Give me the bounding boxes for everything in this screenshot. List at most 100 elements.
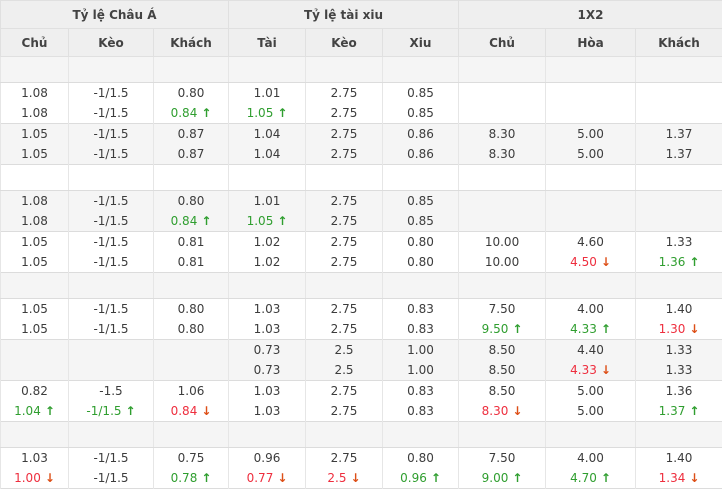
spacer-row (1, 422, 722, 448)
odds-value: 0.80 (178, 322, 205, 336)
odds-cell (1, 422, 69, 448)
down-arrow-icon: ↓ (277, 471, 287, 485)
odds-cell: 0.86 (383, 144, 459, 165)
odds-cell: 5.00 (546, 124, 636, 145)
odds-cell: 0.87 (154, 144, 229, 165)
odds-cell (546, 191, 636, 212)
odds-cell: 0.96↑ (383, 468, 459, 489)
odds-cell: 1.05 (1, 299, 69, 320)
odds-value: 0.83 (407, 404, 434, 418)
odds-cell: 0.80 (383, 232, 459, 253)
odds-cell (306, 165, 383, 191)
odds-cell: 0.84↓ (154, 401, 229, 422)
odds-value: 1.01 (254, 86, 281, 100)
odds-cell: 0.85 (383, 103, 459, 124)
spacer-row (1, 273, 722, 299)
odds-cell (154, 57, 229, 83)
odds-cell: 1.04 (229, 144, 306, 165)
odds-cell: 9.00↑ (459, 468, 546, 489)
odds-cell (154, 273, 229, 299)
odds-value: 1.36 (659, 255, 686, 269)
odds-cell: 1.05 (1, 144, 69, 165)
down-arrow-icon: ↓ (689, 322, 699, 336)
odds-value: 10.00 (485, 235, 519, 249)
odds-cell: 0.87 (154, 124, 229, 145)
odds-cell: -1/1.5 (69, 252, 154, 273)
odds-cell: 0.80 (154, 83, 229, 104)
odds-cell: 1.40 (636, 299, 722, 320)
odds-value: 0.85 (407, 106, 434, 120)
odds-value: 4.00 (577, 451, 604, 465)
odds-cell (306, 422, 383, 448)
odds-cell: 0.85 (383, 191, 459, 212)
odds-value: 0.96 (254, 451, 281, 465)
odds-cell (636, 165, 722, 191)
odds-value: 2.5 (334, 363, 353, 377)
odds-cell: -1/1.5 (69, 124, 154, 145)
odds-cell: 2.75 (306, 252, 383, 273)
odds-value: 2.75 (331, 147, 358, 161)
odds-value: 0.81 (178, 235, 205, 249)
odds-cell (546, 57, 636, 83)
odds-cell (546, 83, 636, 104)
odds-cell: 2.75 (306, 299, 383, 320)
odds-cell: 1.02 (229, 232, 306, 253)
odds-cell: 0.85 (383, 83, 459, 104)
odds-value: 1.05 (21, 322, 48, 336)
odds-cell: -1/1.5 (69, 448, 154, 469)
up-arrow-icon: ↑ (601, 471, 611, 485)
col-header-1x2-draw: Hòa (546, 29, 636, 57)
up-arrow-icon: ↑ (689, 255, 699, 269)
odds-cell: 0.81 (154, 232, 229, 253)
odds-value: 2.75 (331, 404, 358, 418)
odds-value: 1.08 (21, 106, 48, 120)
odds-value: 8.30 (489, 127, 516, 141)
odds-cell (459, 83, 546, 104)
odds-value: 0.77 (247, 471, 274, 485)
odds-value: 1.34 (659, 471, 686, 485)
odds-value: 1.02 (254, 255, 281, 269)
odds-cell: 1.00 (383, 360, 459, 381)
odds-value: 0.78 (171, 471, 198, 485)
header-group-over-under: Tỷ lệ tài xiu (229, 1, 459, 29)
odds-value: 1.08 (21, 194, 48, 208)
odds-cell: 1.06 (154, 381, 229, 402)
odds-cell: 4.00 (546, 448, 636, 469)
odds-cell (383, 273, 459, 299)
odds-cell: 1.03 (229, 299, 306, 320)
odds-cell: 0.83 (383, 381, 459, 402)
odds-cell (69, 360, 154, 381)
odds-cell: 1.00↓ (1, 468, 69, 489)
odds-cell: 0.77↓ (229, 468, 306, 489)
odds-cell: 2.5 (306, 340, 383, 361)
odds-cell (306, 57, 383, 83)
odds-cell: -1/1.5 (69, 211, 154, 232)
odds-value: 4.70 (570, 471, 597, 485)
odds-value: 0.75 (178, 451, 205, 465)
odds-cell: 1.02 (229, 252, 306, 273)
odds-value: 0.81 (178, 255, 205, 269)
odds-value: 1.00 (14, 471, 41, 485)
odds-cell (383, 57, 459, 83)
odds-cell (636, 83, 722, 104)
odds-cell: -1/1.5 (69, 103, 154, 124)
col-header-ah-line: Kèo (69, 29, 154, 57)
odds-value: 1.33 (666, 343, 693, 357)
odds-cell (69, 165, 154, 191)
odds-cell: 5.00 (546, 381, 636, 402)
odds-cell: 1.33 (636, 340, 722, 361)
odds-cell: -1.5 (69, 381, 154, 402)
odds-value: 7.50 (489, 451, 516, 465)
odds-value: 1.05 (21, 255, 48, 269)
odds-value: 0.80 (178, 302, 205, 316)
odds-value: 5.00 (577, 384, 604, 398)
odds-cell: 1.08 (1, 191, 69, 212)
